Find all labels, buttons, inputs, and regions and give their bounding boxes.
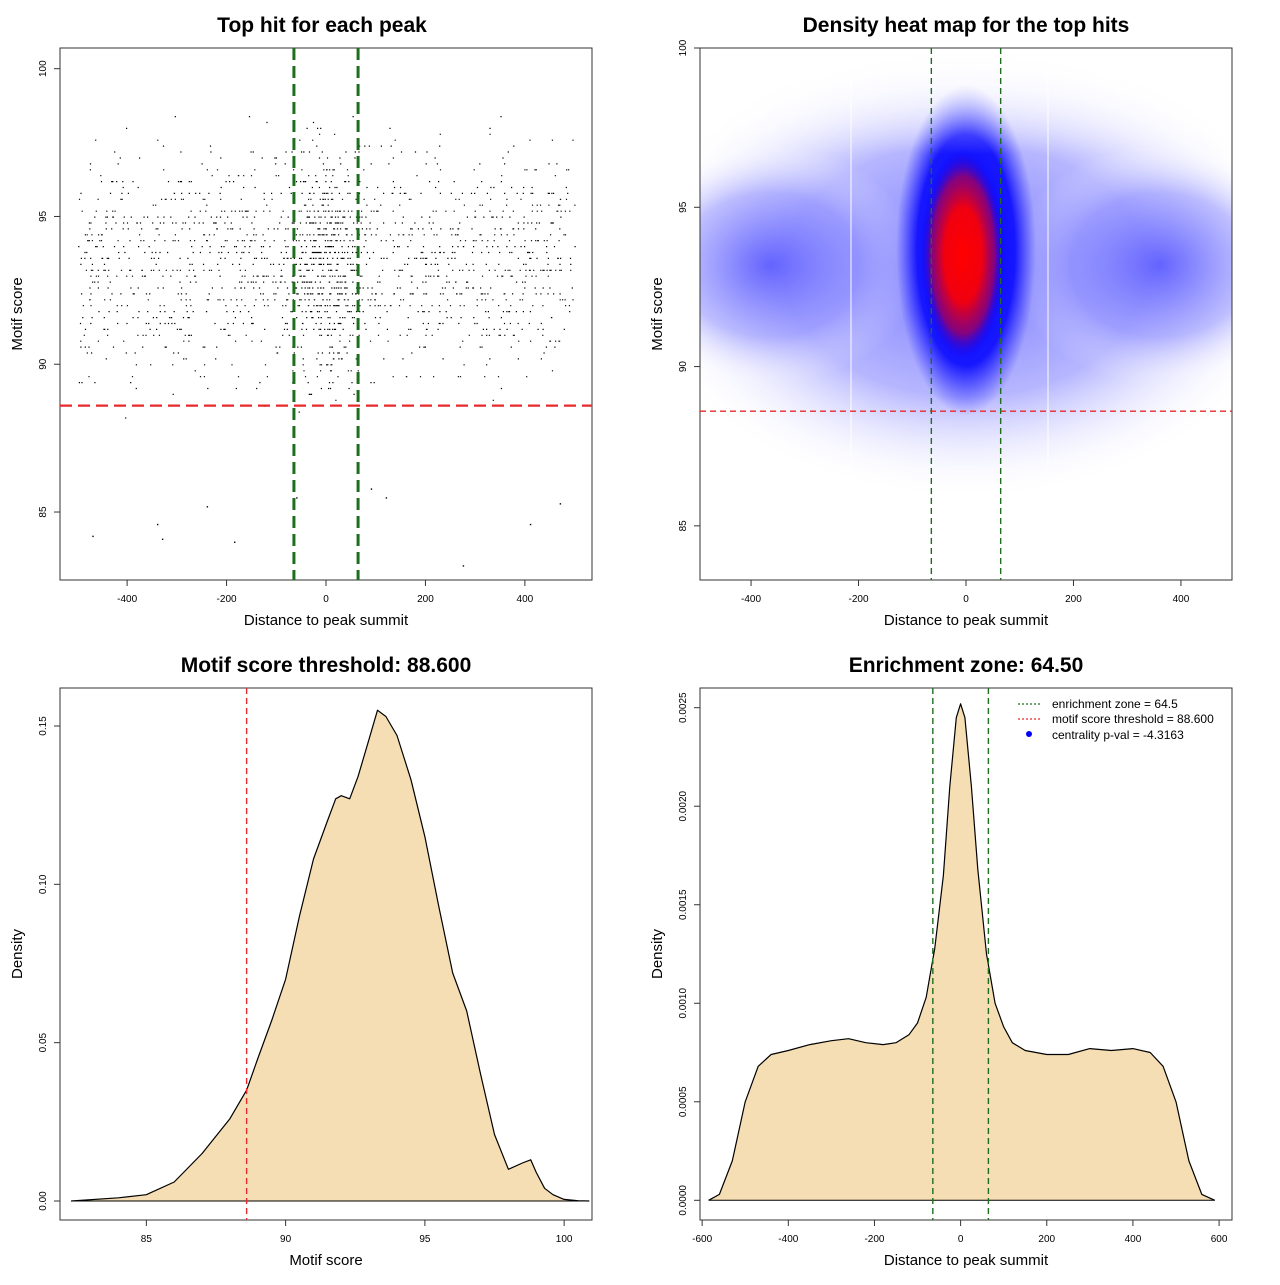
heatmap-title: Density heat map for the top hits bbox=[803, 14, 1130, 37]
heatmap-y-axis-label: Motif score bbox=[649, 277, 666, 350]
scatter-x-axis-label: Distance to peak summit bbox=[244, 612, 409, 629]
density-area-fill bbox=[708, 703, 1215, 1201]
y-tick-label: 0.0000 bbox=[678, 1185, 689, 1216]
distance-density-y-axis-label: Density bbox=[649, 928, 666, 979]
scatter-point bbox=[161, 538, 164, 541]
heatmap-x-axis-label: Distance to peak summit bbox=[884, 612, 1049, 629]
y-tick-label: 0.0015 bbox=[678, 889, 689, 920]
y-tick-label: 95 bbox=[678, 201, 689, 213]
score-density-axes: 85 90 95 100 0.00 0.05 0.10 0.15 bbox=[38, 716, 573, 1245]
score-density-title: Motif score threshold: 88.600 bbox=[181, 654, 472, 677]
y-tick-label: 100 bbox=[678, 39, 689, 56]
distance-density-x-axis-label: Distance to peak summit bbox=[884, 1252, 1049, 1269]
x-tick-label: -400 bbox=[117, 594, 137, 605]
x-tick-label: -600 bbox=[692, 1234, 712, 1245]
x-tick-label: 200 bbox=[1065, 594, 1082, 605]
heatmap-axes: -400 -200 0 200 400 85 90 95 100 bbox=[678, 39, 1190, 605]
scatter-reference-lines bbox=[60, 48, 592, 580]
y-tick-label: 90 bbox=[38, 358, 49, 370]
y-tick-label: 90 bbox=[678, 361, 689, 373]
score-density-area-group bbox=[71, 709, 590, 1202]
x-tick-label: 90 bbox=[280, 1234, 292, 1245]
scatter-point bbox=[92, 535, 94, 538]
scatter-point bbox=[370, 488, 373, 490]
y-tick-label: 0.00 bbox=[38, 1191, 49, 1211]
distance-density-legend: enrichment zone = 64.5 motif score thres… bbox=[1018, 697, 1214, 742]
scatter-point bbox=[385, 497, 388, 499]
scatter-point bbox=[529, 523, 532, 526]
x-tick-label: 200 bbox=[417, 594, 434, 605]
scatter-point bbox=[234, 541, 236, 543]
score-density-panel: Motif score threshold: 88.600 85 90 95 100 0… bbox=[9, 654, 593, 1269]
scatter-point bbox=[296, 497, 298, 499]
x-tick-label: 85 bbox=[141, 1234, 153, 1245]
distance-density-axes: -600 -400 -200 0 200 400 600 0.0000 0.0005 0.0010… bbox=[678, 692, 1228, 1245]
y-tick-label: 0.10 bbox=[38, 874, 49, 894]
scatter-y-axis-label: Motif score bbox=[9, 277, 26, 350]
x-tick-label: -200 bbox=[849, 594, 869, 605]
scatter-point-cloud bbox=[78, 116, 576, 419]
distance-density-title: Enrichment zone: 64.50 bbox=[849, 654, 1084, 677]
y-tick-label: 0.0005 bbox=[678, 1086, 689, 1117]
score-density-x-axis-label: Motif score bbox=[289, 1252, 362, 1269]
score-density-plot-frame bbox=[59, 687, 593, 1221]
heatmap-density-field bbox=[700, 48, 1232, 580]
distance-density-reference-lines bbox=[932, 688, 990, 1220]
y-tick-label: 0.05 bbox=[38, 1032, 49, 1052]
x-tick-label: 0 bbox=[958, 1234, 964, 1245]
legend-pval-dot bbox=[1026, 731, 1032, 737]
y-tick-label: 100 bbox=[38, 60, 49, 77]
heatmap-reference-lines bbox=[700, 48, 1232, 580]
scatter-panel: Top hit for each peak -400 -200 0 200 400 85 9… bbox=[9, 14, 593, 629]
x-tick-label: 400 bbox=[1125, 1234, 1142, 1245]
legend-pval-label: centrality p-val = -4.3163 bbox=[1052, 728, 1184, 742]
score-density-y-axis-label: Density bbox=[9, 928, 26, 979]
x-tick-label: 400 bbox=[1173, 594, 1190, 605]
x-tick-label: 600 bbox=[1211, 1234, 1228, 1245]
scatter-point bbox=[206, 506, 209, 508]
x-tick-label: 400 bbox=[517, 594, 534, 605]
x-tick-label: -400 bbox=[741, 594, 761, 605]
x-tick-label: -400 bbox=[778, 1234, 798, 1245]
scatter-axes: -400 -200 0 200 400 85 90 95 100 bbox=[38, 60, 534, 605]
density-area-fill bbox=[71, 710, 590, 1201]
density-curve bbox=[708, 703, 1216, 1201]
y-tick-label: 95 bbox=[38, 210, 49, 222]
y-tick-label: 85 bbox=[38, 506, 49, 518]
heatmap-panel: Density heat map for the top hits -400 -2… bbox=[649, 14, 1233, 629]
legend-zone-label: enrichment zone = 64.5 bbox=[1052, 697, 1178, 711]
scatter-plot-frame bbox=[59, 47, 593, 581]
x-tick-label: 100 bbox=[556, 1234, 573, 1245]
y-tick-label: 0.0010 bbox=[678, 988, 689, 1019]
x-tick-label: -200 bbox=[864, 1234, 884, 1245]
scatter-point bbox=[156, 523, 159, 526]
x-tick-label: 200 bbox=[1038, 1234, 1055, 1245]
distance-density-plot-frame bbox=[699, 687, 1233, 1221]
distance-density-area-group bbox=[708, 703, 1216, 1201]
x-tick-label: 0 bbox=[323, 594, 329, 605]
y-tick-label: 0.0020 bbox=[678, 790, 689, 821]
y-tick-label: 0.0025 bbox=[678, 692, 689, 723]
x-tick-label: 0 bbox=[963, 594, 969, 605]
scatter-point bbox=[559, 503, 562, 505]
legend-threshold-label: motif score threshold = 88.600 bbox=[1052, 712, 1214, 726]
scatter-point bbox=[462, 565, 465, 567]
distance-density-panel: Enrichment zone: 64.50 -600 -400 -200 0 200 4… bbox=[649, 654, 1233, 1269]
x-tick-label: 95 bbox=[419, 1234, 431, 1245]
y-tick-label: 0.15 bbox=[38, 716, 49, 736]
scatter-title: Top hit for each peak bbox=[217, 14, 427, 37]
x-tick-label: -200 bbox=[217, 594, 237, 605]
y-tick-label: 85 bbox=[678, 520, 689, 532]
scatter-points bbox=[78, 116, 576, 567]
